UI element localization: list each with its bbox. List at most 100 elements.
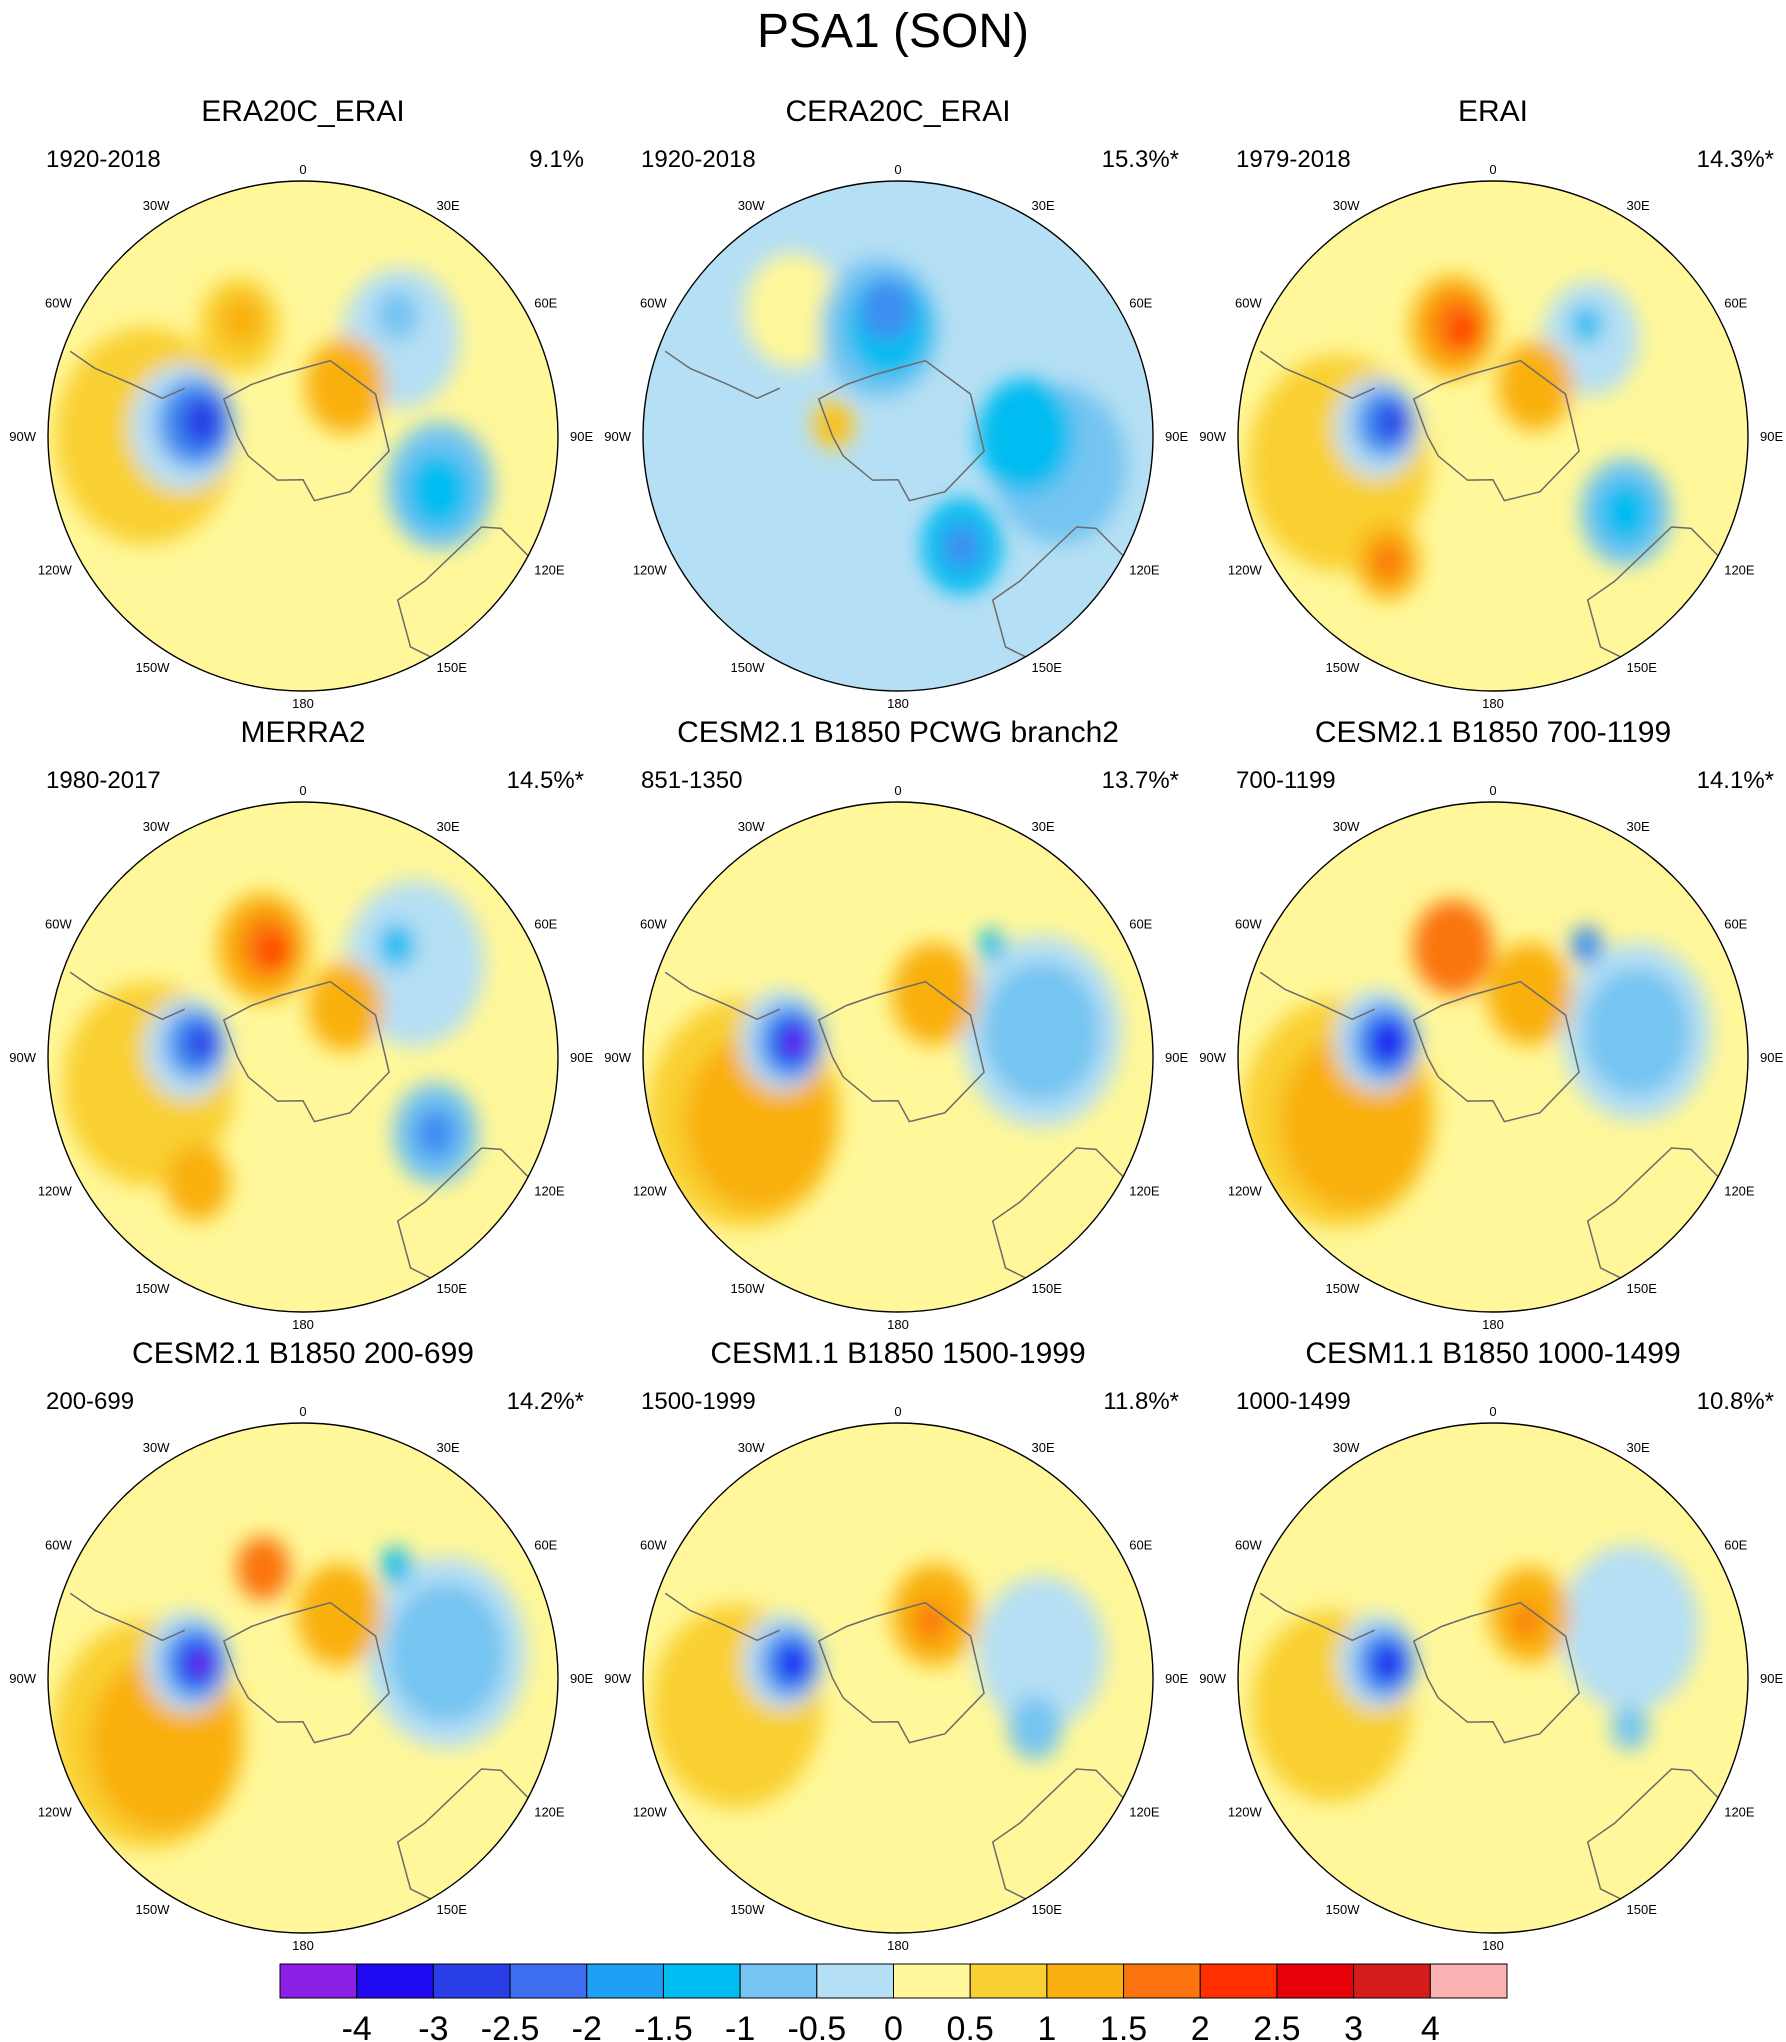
antarctica-coastline xyxy=(222,1601,390,1744)
anomaly-contour xyxy=(822,411,845,438)
longitude-label: 120W xyxy=(38,563,73,578)
polar-map: 0 30E 60E 90E 120E 150E 180 150W 120W 90W 60W 30W xyxy=(9,1404,593,1953)
anomaly-contour xyxy=(1570,305,1603,344)
longitude-label: 180 xyxy=(1482,1317,1504,1332)
australia-coastline xyxy=(396,1147,529,1279)
map-panel: CESM2.1 B1850 700-1199 700-1199 14.1%* 0 30E… xyxy=(1199,713,1786,1333)
south-america-coastline xyxy=(1259,971,1376,1021)
longitude-label: 90E xyxy=(570,1050,593,1065)
anomaly-contour xyxy=(1570,926,1603,965)
polar-map: 0 30E 60E 90E 120E 150E 180 150W 120W 90W 60W 30W xyxy=(604,162,1188,711)
australia-coastline xyxy=(991,1147,1124,1279)
anomaly-contour xyxy=(1560,1545,1700,1712)
polar-map: 0 30E 60E 90E 120E 150E 180 150W 120W 90W 60W 30W xyxy=(604,1404,1188,1953)
longitude-label: 90W xyxy=(9,1050,36,1065)
longitude-label: 120W xyxy=(633,563,668,578)
colorbar-swatch xyxy=(509,1963,588,1999)
longitude-label: 90E xyxy=(1760,429,1783,444)
anomaly-contour xyxy=(1512,1605,1540,1638)
map-panel: MERRA2 1980-2017 14.5%* 0 30E 60E 90E 120E 150E 1… xyxy=(9,713,610,1333)
antarctica-coastline xyxy=(817,359,985,502)
anomaly-contour xyxy=(943,524,981,569)
anomaly-contour xyxy=(914,1602,947,1641)
colorbar-swatch xyxy=(1046,1963,1125,1999)
map-border xyxy=(642,801,1154,1313)
colorbar-tick-label: -3 xyxy=(418,2010,448,2042)
longitude-label: 90E xyxy=(1165,429,1188,444)
antarctica-coastline xyxy=(817,1601,985,1744)
longitude-label: 120W xyxy=(38,1805,73,1820)
polar-map: 0 30E 60E 90E 120E 150E 180 150W 120W 90W 60W 30W xyxy=(1199,783,1783,1332)
south-america-coastline xyxy=(1259,350,1376,400)
longitude-label: 90E xyxy=(1760,1050,1783,1065)
anomaly-contour xyxy=(375,289,419,341)
longitude-label: 150E xyxy=(437,660,468,675)
longitude-label: 60W xyxy=(640,917,667,932)
antarctica-coastline xyxy=(1412,359,1580,502)
longitude-label: 0 xyxy=(894,162,901,177)
australia-coastline xyxy=(1586,1147,1719,1279)
south-america-coastline xyxy=(69,971,186,1021)
anomaly-contour xyxy=(261,935,289,968)
longitude-label: 150W xyxy=(1326,1902,1361,1917)
panel-title: CESM2.1 B1850 200-699 xyxy=(132,1337,474,1370)
longitude-label: 150W xyxy=(731,660,766,675)
south-america-coastline xyxy=(664,350,781,400)
colorbar-tick-label: -1.5 xyxy=(634,2010,693,2042)
map-border xyxy=(47,1422,559,1934)
longitude-label: 90W xyxy=(9,1671,36,1686)
longitude-label: 90W xyxy=(1199,1671,1226,1686)
longitude-label: 120E xyxy=(1724,1805,1755,1820)
longitude-label: 90W xyxy=(604,1050,631,1065)
colorbar-swatch xyxy=(969,1963,1048,1999)
colorbar-tick-label: 2.5 xyxy=(1253,2010,1300,2042)
longitude-label: 90W xyxy=(1199,1050,1226,1065)
longitude-label: 150W xyxy=(136,1281,171,1296)
longitude-label: 30E xyxy=(1032,819,1055,834)
longitude-label: 150W xyxy=(136,1902,171,1917)
antarctica-coastline xyxy=(817,980,985,1123)
longitude-label: 30W xyxy=(738,198,765,213)
panel-title: CESM2.1 B1850 700-1199 xyxy=(1314,716,1672,749)
longitude-label: 90W xyxy=(604,1671,631,1686)
longitude-label: 90E xyxy=(1165,1050,1188,1065)
longitude-label: 150W xyxy=(1326,660,1361,675)
longitude-label: 90W xyxy=(9,429,36,444)
anomaly-contour xyxy=(1412,899,1494,996)
longitude-label: 150E xyxy=(1627,660,1658,675)
longitude-label: 0 xyxy=(894,783,901,798)
longitude-label: 0 xyxy=(299,1404,306,1419)
australia-coastline xyxy=(396,526,529,658)
longitude-label: 90W xyxy=(604,429,631,444)
longitude-label: 60E xyxy=(1129,917,1152,932)
longitude-label: 90E xyxy=(1760,1671,1783,1686)
longitude-label: 150W xyxy=(731,1281,766,1296)
anomaly-contour xyxy=(304,337,386,434)
panel-variance-explained: 13.7%* xyxy=(1101,767,1179,794)
panel-title: CESM1.1 B1850 1500-1999 xyxy=(710,1337,1086,1370)
panel-variance-explained: 14.1%* xyxy=(1696,767,1774,794)
south-america-coastline xyxy=(664,1592,781,1642)
panel-title: MERRA2 xyxy=(240,716,366,749)
colorbar-swatch xyxy=(1276,1963,1355,1999)
colorbar-tick-label: 0 xyxy=(884,2010,903,2042)
longitude-label: 180 xyxy=(887,1938,909,1953)
anomaly-contour xyxy=(180,396,224,448)
panel-variance-explained: 14.5%* xyxy=(506,767,584,794)
colorbar-tick-label: -2.5 xyxy=(481,2010,540,2042)
colorbar-tick-label: 1 xyxy=(1037,2010,1056,2042)
longitude-label: 150E xyxy=(1032,1281,1063,1296)
polar-map: 0 30E 60E 90E 120E 150E 180 150W 120W 90W 60W 30W xyxy=(604,783,1188,1332)
longitude-label: 120W xyxy=(38,1184,73,1199)
anomaly-contour xyxy=(165,1144,230,1221)
longitude-label: 0 xyxy=(299,783,306,798)
longitude-label: 0 xyxy=(1489,162,1496,177)
longitude-label: 30E xyxy=(1627,819,1650,834)
anomaly-contour xyxy=(982,961,1101,1102)
panel-period: 1920-2018 xyxy=(46,146,161,173)
panel-variance-explained: 14.2%* xyxy=(506,1388,584,1415)
longitude-label: 60E xyxy=(1129,296,1152,311)
colorbar-tick-label: 2 xyxy=(1191,2010,1210,2042)
anomaly-contour xyxy=(307,962,383,1052)
colorbar-swatch xyxy=(279,1963,358,1999)
